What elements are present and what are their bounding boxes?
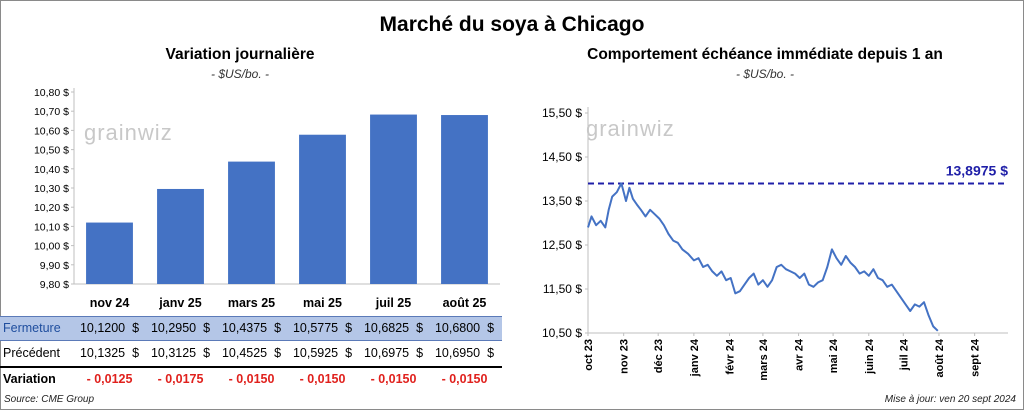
bar-0 bbox=[86, 222, 133, 284]
variation-row: Variation - 0,0125 - 0,0175 - 0,0150 - 0,01… bbox=[0, 368, 502, 392]
source-note: Source: CME Group bbox=[4, 394, 95, 405]
bar-category-label: juil 25 bbox=[375, 296, 412, 310]
price-series-line bbox=[587, 182, 939, 332]
bar-1 bbox=[157, 188, 204, 284]
table-cell: 10,5775 $ bbox=[292, 321, 353, 335]
line-y-tick-label: 12,50 $ bbox=[542, 238, 582, 252]
line-x-tick-label: oct 23 bbox=[583, 339, 595, 371]
table-cell: 10,2950 $ bbox=[150, 321, 211, 335]
line-y-tick-label: 13,50 $ bbox=[542, 194, 582, 208]
bar-y-tick-label: 10,60 $ bbox=[34, 125, 69, 137]
table-cell: - 0,0150 bbox=[299, 372, 346, 386]
watermark-text: grainwiz bbox=[84, 120, 173, 145]
line-x-tick-label: juin 24 bbox=[864, 338, 876, 375]
table-cell: 10,5925 $ bbox=[292, 346, 353, 360]
line-chart-title: Comportement échéance immédiate depuis 1… bbox=[587, 46, 943, 63]
line-y-tick-label: 15,50 $ bbox=[542, 106, 582, 120]
close-row: Fermeture 10,1200 $ 10,2950 $ 10,4375 $ 10,… bbox=[0, 316, 502, 341]
bar-category-label: mars 25 bbox=[227, 296, 276, 310]
page-title: Marché du soya à Chicago bbox=[379, 13, 645, 36]
table-cell: - 0,0175 bbox=[157, 372, 204, 386]
watermark-text: grainwiz bbox=[586, 116, 675, 141]
bar-y-tick-label: 10,70 $ bbox=[34, 106, 69, 118]
table-cell: 10,6975 $ bbox=[363, 346, 424, 360]
bar-category-label: nov 24 bbox=[89, 296, 130, 310]
bar-3 bbox=[299, 134, 346, 284]
table-cell: - 0,0125 bbox=[86, 372, 133, 386]
bar-y-tick-label: 10,20 $ bbox=[34, 202, 69, 214]
table-cell: 10,6825 $ bbox=[363, 321, 424, 335]
bar-y-tick-label: 10,00 $ bbox=[34, 241, 69, 253]
bar-category-label: janv 25 bbox=[159, 296, 202, 310]
table-cell: - 0,0150 bbox=[370, 372, 417, 386]
update-note: Mise à jour: ven 20 sept 2024 bbox=[884, 394, 1016, 405]
table-cell: - 0,0150 bbox=[228, 372, 275, 386]
table-cell: 10,4525 $ bbox=[221, 346, 282, 360]
bar-y-tick-label: 10,40 $ bbox=[34, 164, 69, 176]
table-cell: - 0,0150 bbox=[441, 372, 488, 386]
bar-category-label: août 25 bbox=[442, 296, 487, 310]
line-x-tick-label: mai 24 bbox=[828, 338, 840, 373]
table-cell: 10,4375 $ bbox=[221, 321, 282, 335]
previous-row: Précédent 10,1325 $ 10,3125 $ 10,4525 $ 10,… bbox=[0, 342, 502, 368]
line-x-tick-label: mars 24 bbox=[758, 338, 770, 380]
close-row-label: Fermeture bbox=[3, 321, 61, 335]
bar-y-tick-label: 10,10 $ bbox=[34, 221, 69, 233]
line-x-tick-label: juil 24 bbox=[898, 338, 910, 371]
table-cell: 10,6950 $ bbox=[434, 346, 495, 360]
previous-row-label: Précédent bbox=[3, 346, 60, 360]
bar-y-tick-label: 9,80 $ bbox=[40, 279, 69, 291]
line-x-tick-label: août 24 bbox=[934, 338, 946, 377]
table-cell: 10,3125 $ bbox=[150, 346, 211, 360]
line-x-tick-label: déc 23 bbox=[653, 339, 665, 373]
table-cell: 10,6800 $ bbox=[434, 321, 495, 335]
table-cell: 10,1325 $ bbox=[79, 346, 140, 360]
variation-row-label: Variation bbox=[3, 372, 56, 386]
line-x-tick-label: nov 23 bbox=[619, 339, 631, 374]
line-x-tick-label: févr 24 bbox=[725, 338, 737, 374]
line-x-tick-label: avr 24 bbox=[794, 338, 806, 371]
table-cell: 10,1200 $ bbox=[79, 321, 140, 335]
bar-y-tick-label: 10,50 $ bbox=[34, 145, 69, 157]
bar-chart-unit: - $US/bo. - bbox=[210, 67, 270, 81]
line-x-tick-label: sept 24 bbox=[970, 338, 982, 377]
bar-chart-title: Variation journalière bbox=[165, 46, 315, 63]
bar-5 bbox=[441, 115, 488, 284]
bar-y-tick-label: 10,30 $ bbox=[34, 183, 69, 195]
line-chart-unit: - $US/bo. - bbox=[735, 67, 795, 81]
bar-y-tick-label: 10,80 $ bbox=[34, 87, 69, 99]
bar-2 bbox=[228, 161, 275, 284]
reference-label: 13,8975 $ bbox=[946, 163, 1008, 179]
contract-months-row: nov 24 janv 25 mars 25 mai 25 juil 25 août 25 bbox=[0, 296, 502, 310]
bar-chart: 9,80 $ 9,90 $ 10,00 $ 10,10 $ 10,20 $ 10,30 $… bbox=[34, 87, 500, 291]
bar-y-tick-label: 9,90 $ bbox=[40, 260, 69, 272]
bar-4 bbox=[370, 114, 417, 284]
line-x-tick-label: janv 24 bbox=[689, 338, 701, 377]
bar-category-label: mai 25 bbox=[303, 296, 342, 310]
line-chart: 10,50 $ 11,50 $ 12,50 $ 13,50 $ 14,50 $ 15,50… bbox=[542, 106, 1008, 381]
line-y-tick-label: 14,50 $ bbox=[542, 150, 582, 164]
line-y-tick-label: 11,50 $ bbox=[543, 282, 582, 296]
line-y-tick-label: 10,50 $ bbox=[542, 326, 582, 340]
